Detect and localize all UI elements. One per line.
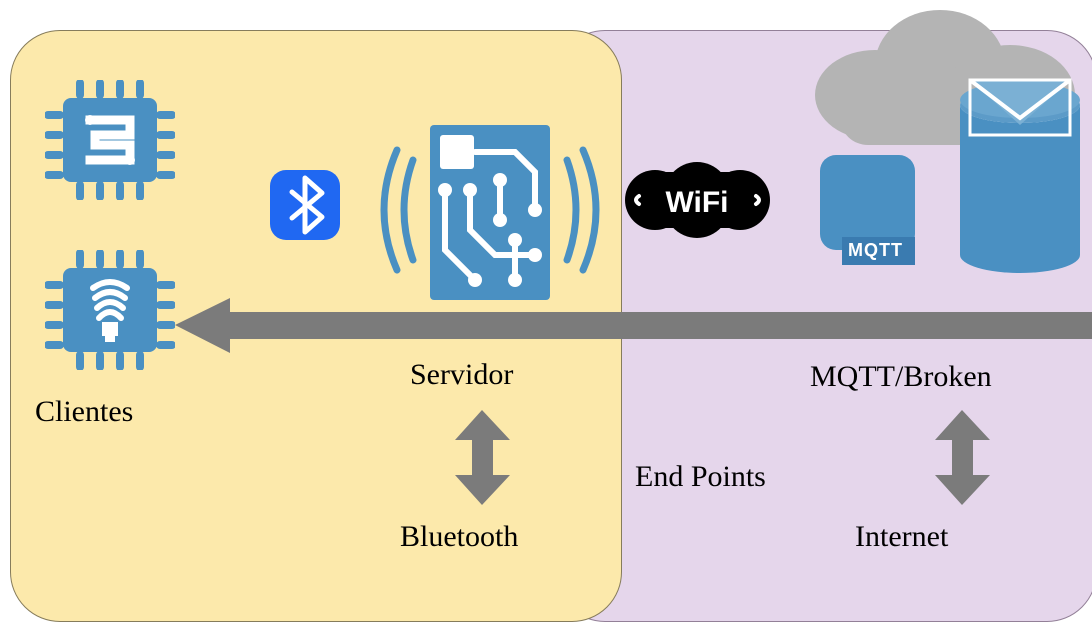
mqtt-badge-icon: MQTT <box>820 155 915 275</box>
chip-circuit-icon <box>45 80 175 200</box>
label-mqtt-broken: MQTT/Broken <box>810 360 992 394</box>
updown-arrow-internet <box>935 410 990 505</box>
flow-arrow-left <box>175 298 1092 353</box>
label-clientes: Clientes <box>35 395 133 429</box>
label-bluetooth: Bluetooth <box>400 520 518 554</box>
label-internet: Internet <box>855 520 948 554</box>
svg-text:WiFi: WiFi <box>665 186 728 219</box>
chip-bulb-icon <box>45 250 175 370</box>
bluetooth-icon <box>270 170 340 240</box>
wifi-icon: WiFi <box>625 160 770 240</box>
label-end-points: End Points <box>635 460 766 494</box>
label-servidor: Servidor <box>410 358 513 392</box>
updown-arrow-bluetooth <box>455 410 510 505</box>
server-board-icon <box>375 110 605 310</box>
mqtt-badge-label: MQTT <box>848 240 903 261</box>
